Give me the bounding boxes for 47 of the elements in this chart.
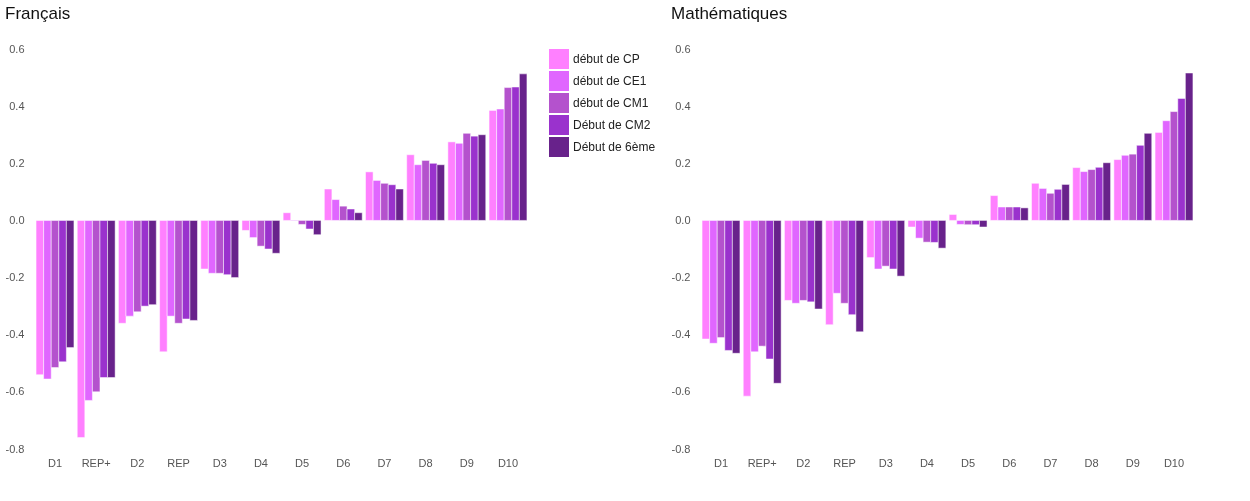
x-tick-label: REP <box>833 456 856 469</box>
y-tick-label: -0.8 <box>671 442 691 455</box>
y-tick-label: -0.6 <box>5 385 25 398</box>
x-tick-label: REP <box>167 456 190 469</box>
x-tick-label: D10 <box>1163 456 1185 469</box>
x-tick-label: D6 <box>1002 456 1017 469</box>
legend-label: début de CE1 <box>573 74 647 88</box>
legend-label: début de CP <box>573 52 640 66</box>
y-tick-label: -0.6 <box>671 385 691 398</box>
y-tick-label: -0.2 <box>671 271 691 284</box>
x-tick-label: D1 <box>713 456 729 469</box>
x-tick-label: D5 <box>295 456 310 469</box>
x-tick-label: D3 <box>878 456 893 469</box>
x-tick-label: D1 <box>47 456 63 469</box>
y-tick-label: -0.8 <box>5 442 25 455</box>
x-tick-label: D8 <box>1084 456 1099 469</box>
y-tick-label: -0.2 <box>5 271 25 284</box>
y-tick-label: 0.6 <box>9 42 25 55</box>
x-tick-label: D4 <box>919 456 934 469</box>
y-tick-label: 0.4 <box>9 99 25 112</box>
x-tick-label: D10 <box>497 456 519 469</box>
x-tick-label: D3 <box>212 456 227 469</box>
x-tick-label: D7 <box>1043 456 1058 469</box>
y-tick-label: 0.6 <box>675 42 691 55</box>
x-tick-label: D9 <box>1125 456 1140 469</box>
x-tick-label: D2 <box>130 456 145 469</box>
x-tick-label: D5 <box>961 456 976 469</box>
x-tick-label: D8 <box>418 456 433 469</box>
x-tick-label: REP+ <box>747 456 777 469</box>
x-tick-label: D2 <box>796 456 811 469</box>
y-tick-label: 0.0 <box>9 213 25 226</box>
y-tick-label: 0.2 <box>675 156 691 169</box>
y-tick-label: 0.4 <box>675 99 691 112</box>
legend-label: Début de 6ème <box>573 140 656 154</box>
x-tick-label: D9 <box>459 456 474 469</box>
y-tick-label: 0.2 <box>9 156 25 169</box>
chart-title: Français <box>5 4 71 23</box>
x-tick-label: REP+ <box>81 456 111 469</box>
legend-label: début de CM1 <box>573 96 649 110</box>
x-tick-label: D4 <box>253 456 268 469</box>
y-tick-label: -0.4 <box>5 328 25 341</box>
legend-label: Début de CM2 <box>573 118 651 132</box>
x-tick-label: D6 <box>336 456 351 469</box>
chart-title: Mathématiques <box>671 4 788 23</box>
y-tick-label: -0.4 <box>671 328 691 341</box>
y-tick-label: 0.0 <box>675 213 691 226</box>
x-tick-label: D7 <box>377 456 392 469</box>
